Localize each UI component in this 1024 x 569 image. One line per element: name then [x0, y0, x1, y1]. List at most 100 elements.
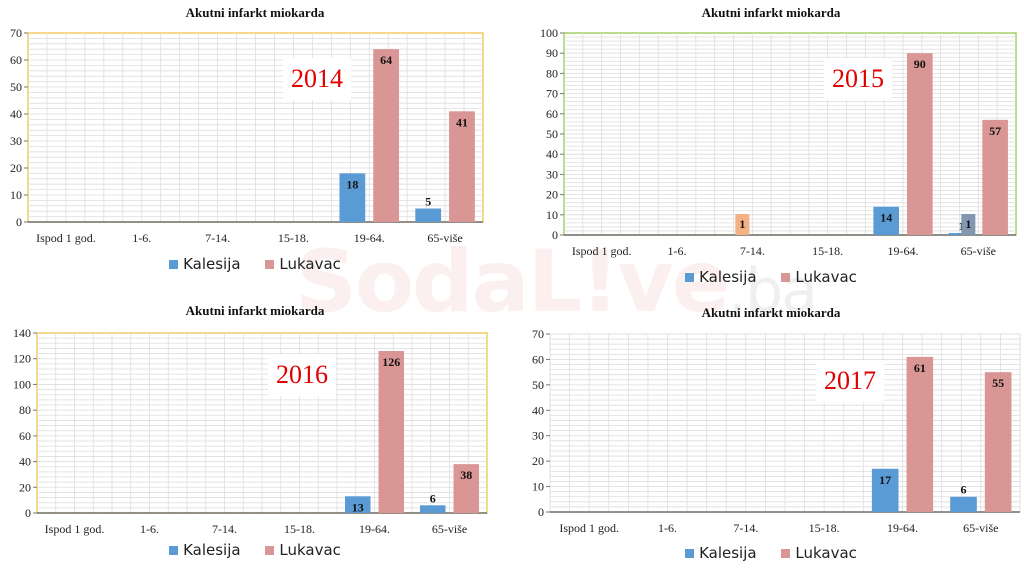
chart-legend: Kalesija Lukavac	[518, 544, 1024, 562]
legend-label-lukavac: Lukavac	[795, 544, 857, 562]
x-tick-label: 7-14.	[733, 521, 758, 535]
bar-chart-2016: 0 20 40 60 80 100 120 140 Ispod 1 god. 1-6. 7-14. 1…	[13, 326, 488, 536]
year-label-2017: 2017	[816, 360, 884, 402]
bar-kalesija	[339, 173, 366, 222]
y-tick-label: 80	[546, 66, 558, 80]
y-tick-label: 40	[19, 455, 31, 469]
data-label: 126	[382, 355, 400, 369]
y-tick-label: 40	[10, 107, 22, 121]
chart-title: Akutni infarkt miokarda	[701, 305, 841, 320]
annotation-label: 1	[739, 217, 745, 231]
y-tick-label: 120	[13, 352, 31, 366]
x-tick-label: 19-64.	[887, 521, 918, 535]
data-label: 41	[456, 115, 468, 129]
bar-kalesija	[950, 496, 977, 512]
data-label: 14	[880, 211, 892, 225]
legend-swatch-kalesija	[685, 549, 695, 558]
x-tick-label: 7-14.	[205, 231, 230, 245]
x-tick-label: 65-više	[961, 244, 996, 258]
y-tick-label: 100	[540, 26, 558, 40]
data-label: 57	[989, 124, 1001, 138]
x-tick-label: 1-6.	[140, 522, 159, 536]
x-tick-label: Ispod 1 god.	[559, 521, 619, 535]
x-tick-label: 1-6.	[658, 521, 677, 535]
legend-swatch-lukavac	[781, 273, 791, 282]
y-tick-label: 80	[19, 403, 31, 417]
chart-legend: Kalesija Lukavac	[518, 268, 1024, 286]
legend-swatch-kalesija	[169, 260, 179, 269]
y-tick-label: 20	[532, 454, 544, 468]
data-label: 64	[380, 53, 392, 67]
legend-swatch-lukavac	[781, 549, 791, 558]
data-label: 17	[879, 473, 891, 487]
legend-label-lukavac: Lukavac	[279, 541, 341, 559]
y-tick-label: 60	[10, 53, 22, 67]
data-label: 6	[430, 491, 436, 505]
legend-item-kalesija: Kalesija	[169, 541, 241, 559]
y-tick-label: 20	[546, 188, 558, 202]
watermark-logo: SodaL!ve.ba	[295, 232, 818, 332]
x-tick-label: 65-više	[963, 521, 998, 535]
bar-kalesija	[871, 468, 899, 512]
data-label: 61	[914, 361, 926, 375]
x-tick-label: 7-14.	[740, 244, 765, 258]
data-label: 13	[352, 500, 364, 514]
legend-label-lukavac: Lukavac	[795, 268, 857, 286]
year-label-2016: 2016	[268, 354, 336, 396]
legend-item-lukavac: Lukavac	[781, 544, 857, 562]
legend-label-lukavac: Lukavac	[279, 255, 341, 273]
x-tick-label: 19-64.	[888, 244, 919, 258]
chart-panel-2014: Akutni infarkt miokarda 0 10 20 30 40 50 60 70 I…	[0, 0, 510, 284]
year-label-2015: 2015	[824, 58, 892, 100]
y-tick-label: 100	[13, 377, 31, 391]
x-tick-label: 1-6.	[668, 244, 687, 258]
y-tick-label: 30	[532, 429, 544, 443]
y-tick-label: 10	[10, 188, 22, 202]
annotation-box	[735, 214, 750, 235]
legend-swatch-kalesija	[685, 273, 695, 282]
bar-lukavac	[982, 119, 1008, 235]
y-tick-label: 40	[532, 403, 544, 417]
x-tick-label: 19-64.	[354, 231, 385, 245]
bar-kalesija	[345, 496, 371, 513]
y-tick-label: 70	[546, 87, 558, 101]
y-tick-label: 50	[546, 127, 558, 141]
x-tick-label: 15-18.	[812, 244, 843, 258]
legend-label-kalesija: Kalesija	[699, 268, 757, 286]
y-tick-label: 140	[13, 326, 31, 340]
y-tick-label: 60	[532, 352, 544, 366]
x-tick-label: 65-više	[432, 522, 467, 536]
y-tick-label: 90	[546, 46, 558, 60]
y-tick-label: 20	[10, 161, 22, 175]
data-label: 90	[914, 57, 926, 71]
bar-kalesija	[420, 505, 446, 513]
legend-label-kalesija: Kalesija	[183, 255, 241, 273]
bar-lukavac	[906, 356, 934, 512]
data-label: 18	[346, 177, 358, 191]
legend-swatch-kalesija	[169, 546, 179, 555]
legend-item-kalesija: Kalesija	[685, 544, 757, 562]
legend-item-lukavac: Lukavac	[265, 255, 341, 273]
legend-item-lukavac: Lukavac	[781, 268, 857, 286]
data-label: 5	[425, 195, 431, 209]
y-tick-label: 70	[10, 26, 22, 40]
y-tick-label: 10	[546, 208, 558, 222]
x-tick-label: 15-18.	[809, 521, 840, 535]
chart-panel-2017: Akutni infarkt miokarda 0 10 20 30 40 50 60 70 I…	[518, 296, 1024, 569]
bar-lukavac	[453, 464, 479, 513]
chart-title: Akutni infarkt miokarda	[185, 303, 325, 318]
chart-legend: Kalesija Lukavac	[0, 541, 510, 559]
x-tick-label: Ispod 1 god.	[45, 522, 105, 536]
y-tick-label: 40	[546, 147, 558, 161]
legend-item-kalesija: Kalesija	[169, 255, 241, 273]
bar-lukavac	[907, 53, 933, 236]
bar-chart-2015: 0 10 20 30 40 50 60 70 80 90 100 Ispod 1 god. 1-6. 7-…	[540, 26, 1017, 258]
bar-kalesija	[873, 206, 899, 235]
bar-chart-2014: 0 10 20 30 40 50 60 70 Ispod 1 god. 1-6. 7-14. 15-1…	[10, 26, 484, 245]
bar-lukavac	[378, 351, 404, 513]
legend-item-lukavac: Lukavac	[265, 541, 341, 559]
y-tick-label: 30	[546, 167, 558, 181]
bar-kalesija	[415, 208, 442, 222]
data-label: 55	[992, 376, 1004, 390]
data-label: 6	[961, 483, 967, 497]
